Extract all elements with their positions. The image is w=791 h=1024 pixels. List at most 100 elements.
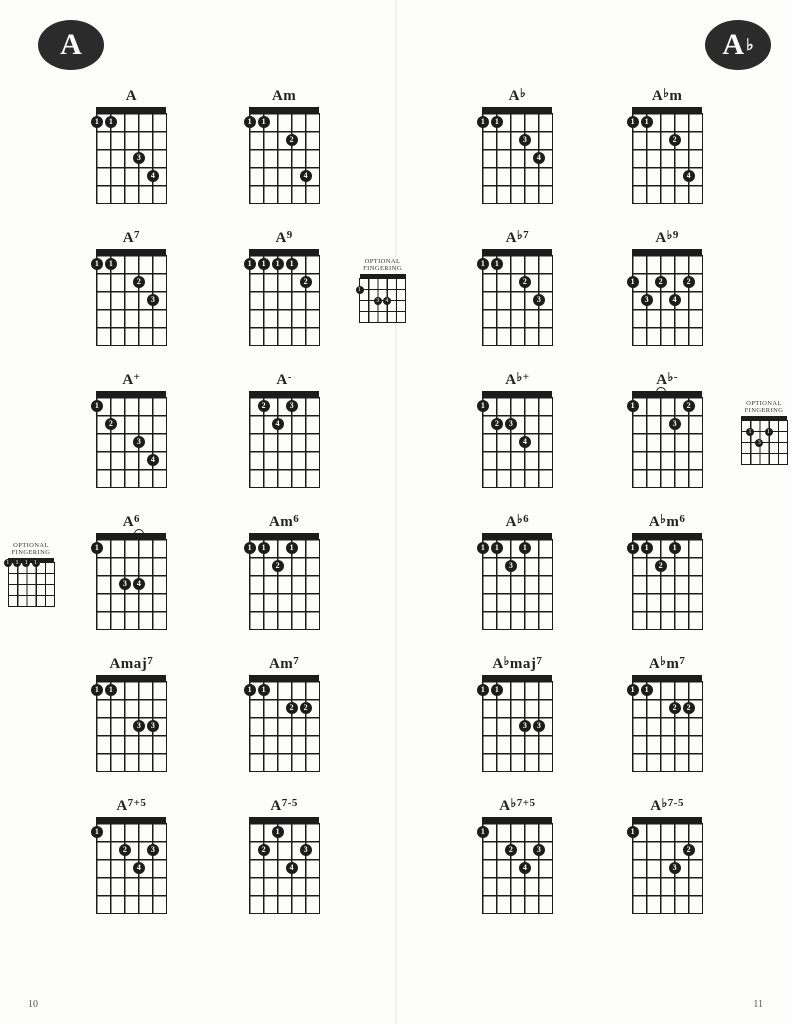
chord-cell: A♭7 1123 (450, 230, 586, 358)
mini-dot: 1 (356, 286, 364, 294)
chord-diagram: 123 (632, 817, 703, 914)
mini-dots: 134 (354, 262, 401, 308)
chord-diagram: 11112 (249, 249, 320, 346)
chord-cell: A6134OPTIONAL FINGERING1111 (62, 514, 201, 642)
chord-diagram: 123 (632, 391, 703, 488)
fretboard (96, 113, 167, 204)
chord-name: A♭m6 (649, 514, 686, 531)
chord-cell: A♭912234 (599, 230, 735, 358)
chord-diagram: 1112 (249, 533, 320, 630)
chord-diagram: 234 (249, 391, 320, 488)
fretboard (632, 397, 703, 488)
chord-name: A+ (122, 372, 140, 389)
optional-fingering: OPTIONAL FINGERING113 (735, 400, 791, 465)
fretboard (249, 823, 320, 914)
chord-name: A♭7+5 (499, 798, 535, 815)
chord-name: A- (276, 372, 292, 389)
chord-name: A7+5 (116, 798, 146, 815)
fretboard (482, 539, 553, 630)
badge-letter: A (60, 28, 82, 62)
chord-cell: A7-5 1234 (215, 798, 354, 926)
chord-diagram: 1234 (96, 817, 167, 914)
page-number-left: 10 (28, 999, 38, 1010)
chord-name: A♭+ (505, 372, 529, 389)
fretboard (249, 539, 320, 630)
fretboard (96, 397, 167, 488)
chord-cell: A♭7+5 1234 (450, 798, 586, 926)
chord-cell: A7+5 1234 (62, 798, 201, 926)
fretboard (482, 397, 553, 488)
chord-cell: A♭ 1134 (450, 88, 586, 216)
mini-dot: 1 (32, 559, 40, 567)
chord-name: A7 (123, 230, 140, 247)
chord-name: Am7 (269, 656, 299, 673)
chord-cell: A71123 (62, 230, 201, 358)
chord-cell: A♭maj7 1133 (450, 656, 586, 784)
chord-diagram: 1124 (249, 107, 320, 204)
fretboard (632, 113, 703, 204)
fretboard (249, 113, 320, 204)
chord-cell: Am 1124 (215, 88, 354, 216)
chord-name: A♭maj7 (492, 656, 542, 673)
fretboard (632, 681, 703, 772)
mini-dots: 1111 (2, 546, 49, 592)
chord-name: A♭9 (655, 230, 679, 247)
chord-name: Amaj7 (109, 656, 153, 673)
fretboard (632, 539, 703, 630)
chord-diagram: 1234 (96, 391, 167, 488)
chord-cell: Am7 1122 (215, 656, 354, 784)
chord-diagram: 1134 (96, 107, 167, 204)
optional-fingering: OPTIONAL FINGERING1111 (2, 542, 60, 607)
fretboard (632, 823, 703, 914)
badge-letter: A (722, 28, 744, 62)
mini-dot: 1 (13, 559, 21, 567)
chord-cell: A♭7-5 123 (599, 798, 735, 926)
mini-dots: 113 (735, 404, 782, 450)
mini-dot: 1 (4, 559, 12, 567)
chord-diagram: 1122 (249, 675, 320, 772)
chord-name: A♭6 (506, 514, 530, 531)
chord-diagram: 134 (96, 533, 167, 630)
fretboard (249, 397, 320, 488)
fretboard (482, 255, 553, 346)
mini-dot: 1 (22, 559, 30, 567)
chord-cell: Amaj7 1133 (62, 656, 201, 784)
chord-cell: A♭m71122 (599, 656, 735, 784)
fretboard (482, 113, 553, 204)
chord-name: A♭m (652, 88, 683, 105)
chord-grid-right: A♭1134A♭m1124A♭71123A♭912234A♭+1234A♭-12… (408, 88, 780, 926)
key-badge-a: A (38, 20, 104, 70)
chord-cell: A911112OPTIONAL FINGERING134 (215, 230, 354, 358)
chord-name: Am (272, 88, 296, 105)
chord-diagram: 1134 (482, 107, 553, 204)
page-right: A♭ A♭1134A♭m1124A♭71123A♭912234A♭+1234A♭… (396, 0, 791, 1024)
chord-name: A (126, 88, 137, 105)
chord-name: A♭7 (506, 230, 530, 247)
chord-cell: A+ 1234 (62, 372, 201, 500)
chord-name: A9 (275, 230, 292, 247)
chord-diagram: 1123 (482, 249, 553, 346)
chord-name: A7-5 (270, 798, 298, 815)
chord-cell: A♭m61112 (599, 514, 735, 642)
chord-name: A6 (123, 514, 140, 531)
chord-name: A♭ (509, 88, 527, 105)
chord-cell: Am61112 (215, 514, 354, 642)
key-badge-ab: A♭ (705, 20, 771, 70)
chord-name: A♭7-5 (650, 798, 684, 815)
chord-diagram: 1234 (249, 817, 320, 914)
chord-diagram: 1234 (482, 817, 553, 914)
chord-diagram: 1124 (632, 107, 703, 204)
fretboard (96, 681, 167, 772)
chord-diagram: 1133 (96, 675, 167, 772)
mini-dot: 4 (383, 297, 391, 305)
chord-cell: A♭6 1113 (450, 514, 586, 642)
fretboard (482, 823, 553, 914)
chord-diagram: 1234 (482, 391, 553, 488)
mini-dot: 3 (755, 439, 763, 447)
chord-name: A♭m7 (649, 656, 686, 673)
chord-diagram: 1133 (482, 675, 553, 772)
chord-diagram: 1113 (482, 533, 553, 630)
chord-cell: A♭m 1124 (599, 88, 735, 216)
fretboard (249, 681, 320, 772)
chord-grid-left: A1134Am1124A71123A911112OPTIONAL FINGERI… (12, 88, 384, 926)
